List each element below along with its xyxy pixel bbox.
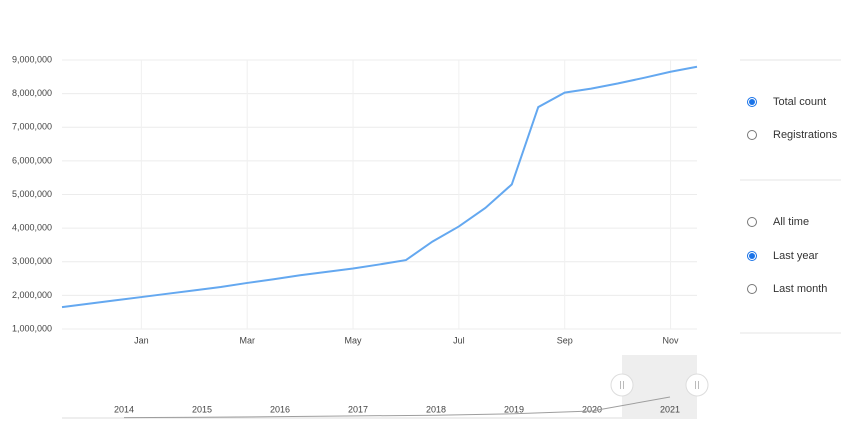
x-tick-label: Jul — [453, 335, 465, 345]
y-tick-label: 9,000,000 — [12, 54, 52, 64]
line — [61, 65, 698, 309]
y-tick-label: 6,000,000 — [12, 155, 52, 165]
year-label: 2015 — [192, 404, 212, 414]
navigator-selection[interactable] — [622, 355, 697, 418]
radio-label[interactable]: Last month — [773, 283, 827, 295]
navigator-handle[interactable] — [685, 373, 709, 397]
y-tick-label: 4,000,000 — [12, 223, 52, 233]
radio[interactable] — [747, 130, 757, 140]
y-tick-label: 8,000,000 — [12, 88, 52, 98]
radio-label[interactable]: Last year — [773, 250, 819, 262]
x-tick-label: Mar — [239, 335, 255, 345]
year-label: 2019 — [504, 404, 524, 414]
year-label: 2018 — [426, 404, 446, 414]
line — [123, 396, 671, 419]
x-tick-label: Sep — [557, 335, 573, 345]
radio[interactable] — [747, 217, 757, 227]
year-label: 2014 — [114, 404, 134, 414]
navigator-handle[interactable] — [610, 373, 634, 397]
x-tick-label: May — [345, 335, 363, 345]
radio[interactable] — [747, 284, 757, 294]
radio-label[interactable]: Registrations — [773, 129, 838, 141]
radio-label[interactable]: All time — [773, 216, 809, 228]
y-tick-label: 1,000,000 — [12, 323, 52, 333]
radio-dot — [749, 99, 755, 105]
year-label: 2020 — [582, 404, 602, 414]
y-tick-label: 7,000,000 — [12, 122, 52, 132]
x-tick-label: Nov — [663, 335, 680, 345]
year-label: 2017 — [348, 404, 368, 414]
year-label: 2016 — [270, 404, 290, 414]
y-tick-label: 5,000,000 — [12, 189, 52, 199]
radio-dot — [749, 253, 755, 259]
radio-label[interactable]: Total count — [773, 96, 826, 108]
x-tick-label: Jan — [134, 335, 149, 345]
y-tick-label: 2,000,000 — [12, 290, 52, 300]
y-tick-label: 3,000,000 — [12, 256, 52, 266]
year-label: 2021 — [660, 404, 680, 414]
